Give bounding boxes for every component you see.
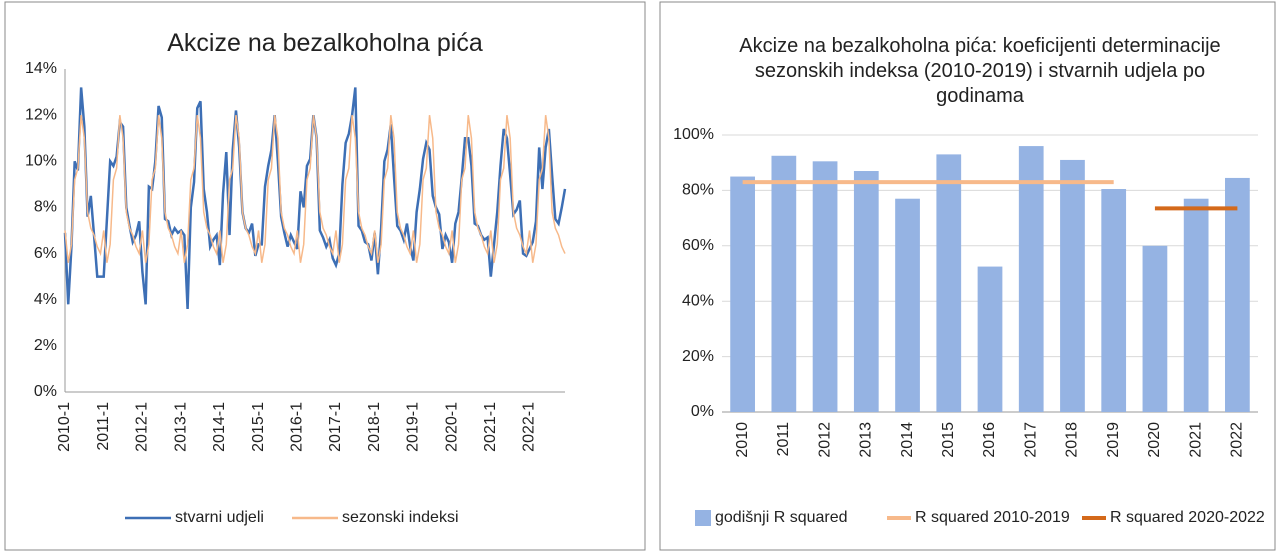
y-tick-label: 20% (682, 348, 714, 365)
x-tick-label: 2018 (1064, 422, 1081, 458)
legend-label: stvarni udjeli (175, 509, 264, 526)
x-tick-label: 2019 (1105, 422, 1122, 458)
x-tick-label: 2018-1 (366, 402, 383, 452)
chart-title: Akcize na bezalkoholna pića (167, 29, 483, 57)
x-tick-label: 2019-1 (405, 402, 422, 452)
panel-frame (4, 1, 646, 551)
bar (1142, 245, 1168, 412)
legend-label: sezonski indeksi (342, 509, 459, 526)
bar (895, 198, 920, 412)
y-tick-label: 80% (682, 182, 714, 199)
x-tick-label: 2013-1 (172, 402, 189, 452)
y-tick-label: 8% (34, 199, 57, 216)
x-tick-label: 2013 (858, 422, 875, 458)
bar (730, 176, 755, 412)
x-tick-label: 2015 (940, 422, 957, 458)
x-tick-label: 2016-1 (288, 402, 305, 452)
y-tick-label: 60% (682, 237, 714, 254)
x-tick-label: 2012-1 (134, 402, 151, 452)
y-tick-label: 10% (25, 153, 57, 170)
x-tick-label: 2017 (1022, 422, 1039, 458)
y-tick-label: 2% (34, 337, 57, 354)
x-tick-label: 2020-1 (443, 402, 460, 452)
x-tick-label: 2022-1 (521, 402, 538, 452)
y-tick-label: 40% (682, 292, 714, 309)
x-tick-label: 2017-1 (327, 402, 344, 452)
x-tick-label: 2010 (734, 422, 751, 458)
x-tick-label: 2015-1 (250, 402, 267, 452)
bar (1018, 146, 1044, 412)
y-tick-label: 4% (34, 291, 57, 308)
x-tick-label: 2021 (1187, 422, 1204, 458)
bar (1225, 177, 1250, 412)
panel-frame (659, 1, 1276, 551)
x-tick-label: 2010-1 (56, 402, 73, 452)
x-tick-label: 2021-1 (482, 402, 499, 452)
x-tick-label: 2022 (1229, 422, 1246, 458)
bar (1183, 198, 1209, 412)
line-series (64, 115, 566, 263)
bar (1101, 189, 1127, 412)
y-tick-label: 12% (25, 106, 57, 123)
bar (977, 266, 1003, 412)
y-tick-label: 6% (34, 245, 57, 262)
bar (936, 154, 962, 412)
legend-label: R squared 2020-2022 (1110, 509, 1265, 526)
y-tick-label: 0% (691, 403, 714, 420)
x-tick-label: 2020 (1146, 422, 1163, 458)
bar (1060, 159, 1085, 412)
bar (771, 155, 797, 412)
x-tick-label: 2014-1 (211, 402, 228, 452)
x-tick-label: 2011 (775, 422, 792, 457)
x-tick-label: 2016 (981, 422, 998, 458)
bar (812, 161, 838, 412)
bar (853, 171, 879, 412)
x-tick-label: 2011-1 (95, 402, 112, 451)
line-series (63, 87, 567, 309)
y-tick-label: 0% (34, 383, 57, 400)
legend-label: godišnji R squared (715, 509, 848, 526)
x-tick-label: 2014 (899, 422, 916, 458)
y-tick-label: 14% (25, 60, 57, 77)
chart-title: Akcize na bezalkoholna pića: koeficijent… (739, 35, 1221, 107)
legend-label: R squared 2010-2019 (915, 509, 1070, 526)
y-tick-label: 100% (673, 126, 714, 143)
x-tick-label: 2012 (816, 422, 833, 458)
legend-swatch (695, 510, 711, 526)
